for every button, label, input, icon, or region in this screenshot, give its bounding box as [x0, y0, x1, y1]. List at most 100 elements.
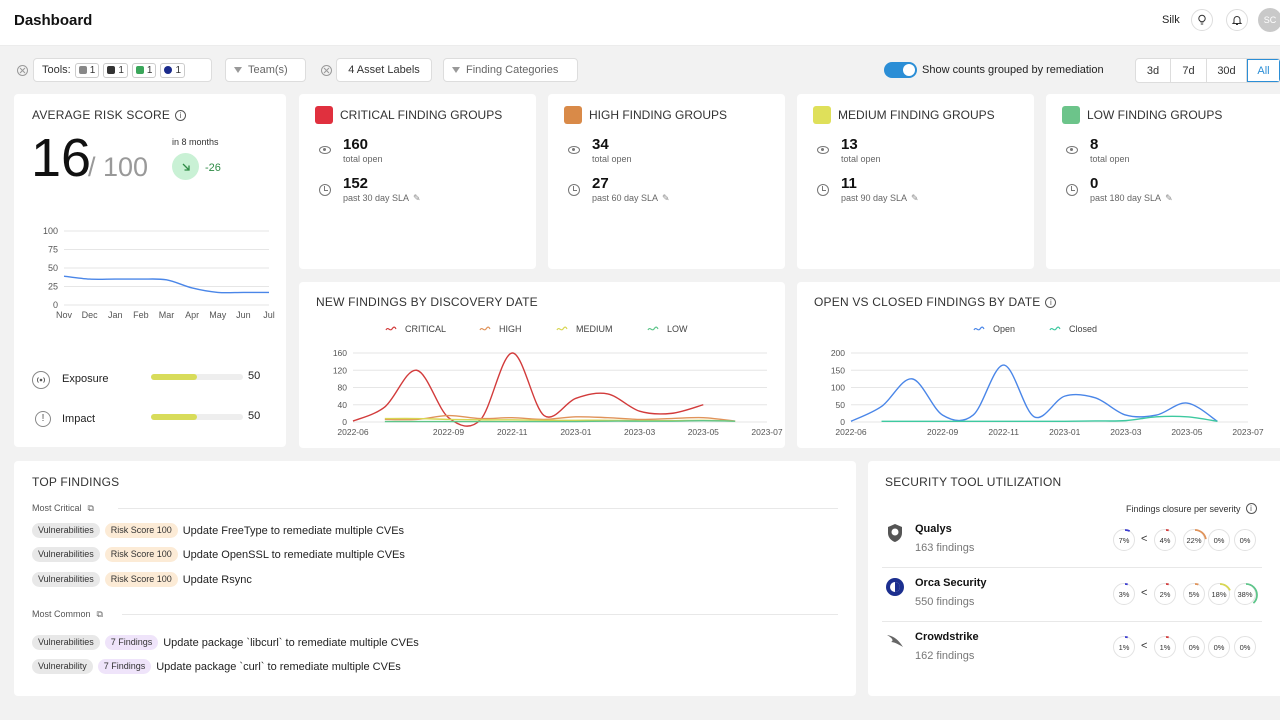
- y-tick-label: 50: [48, 263, 58, 273]
- less-than-symbol: <: [1141, 640, 1148, 652]
- clear-tools-icon[interactable]: [17, 65, 28, 76]
- closure-ring-fill: [1154, 636, 1178, 660]
- closure-rate-label: 1%: [1159, 642, 1171, 652]
- tool-chip-3[interactable]: 1: [131, 62, 157, 78]
- closure-ring-3: 0%: [1208, 529, 1230, 551]
- high-card[interactable]: HIGH FINDING GROUPS 34 total open 27 past …: [548, 94, 785, 269]
- finding-categories-filter[interactable]: Finding Categories: [443, 58, 578, 82]
- most-critical-label[interactable]: Most Critical ⧉: [32, 503, 94, 513]
- series-line-open: [850, 364, 1218, 422]
- open-closed-title: OPEN VS CLOSED FINDINGS BY DATE i: [814, 295, 1057, 309]
- closure-rate-label: 18%: [1211, 589, 1227, 599]
- closure-ring-fill: [1234, 583, 1258, 607]
- finding-text: Update package `curl` to remediate multi…: [156, 660, 401, 673]
- x-tick-label: 2023-07: [1232, 427, 1263, 437]
- divider: [122, 614, 838, 615]
- closure-ring-fill: [1208, 583, 1232, 607]
- legend-open[interactable]: Open: [973, 324, 1015, 334]
- finding-row[interactable]: Vulnerabilities Risk Score 100 Update Op…: [32, 547, 405, 562]
- low-color-swatch: [1062, 106, 1080, 124]
- info-icon[interactable]: i: [1045, 297, 1057, 308]
- count-badge: 7 Findings: [104, 635, 159, 650]
- range-3d[interactable]: 3d: [1136, 59, 1171, 82]
- edit-icon[interactable]: ✎: [413, 193, 421, 203]
- finding-row[interactable]: Vulnerabilities 7 Findings Update packag…: [32, 635, 419, 650]
- medium-card[interactable]: MEDIUM FINDING GROUPS 13 total open 11 pas…: [797, 94, 1034, 269]
- range-7d[interactable]: 7d: [1171, 59, 1207, 82]
- open-closed-card: OPEN VS CLOSED FINDINGS BY DATE i Open Cl…: [797, 282, 1280, 448]
- high-title: HIGH FINDING GROUPS: [589, 108, 728, 122]
- finding-text: Update FreeType to remediate multiple CV…: [182, 524, 405, 537]
- y-tick-label: 75: [48, 245, 58, 255]
- tool-count: 162 findings: [915, 650, 975, 662]
- avatar[interactable]: SC: [1258, 8, 1280, 32]
- external-link-icon[interactable]: ⧉: [96, 609, 103, 619]
- closure-rate-label: 22%: [1186, 535, 1202, 545]
- closure-ring-fill: [1113, 636, 1137, 660]
- y-tick-label: 50: [836, 400, 846, 410]
- legend-medium[interactable]: MEDIUM: [556, 324, 613, 334]
- risk-delta: -26: [205, 162, 221, 174]
- range-all[interactable]: All: [1247, 59, 1280, 82]
- x-tick-label: May: [209, 310, 227, 320]
- tool-chip-2[interactable]: 1: [103, 62, 128, 78]
- finding-row[interactable]: Vulnerabilities Risk Score 100 Update Fr…: [32, 523, 404, 538]
- most-common-label[interactable]: Most Common ⧉: [32, 609, 103, 619]
- x-tick-label: Jun: [236, 310, 251, 320]
- asset-labels-filter[interactable]: 4 Asset Labels: [336, 58, 432, 82]
- finding-row[interactable]: Vulnerabilities Risk Score 100 Update Rs…: [32, 572, 252, 587]
- legend-critical[interactable]: CRITICAL: [385, 324, 446, 334]
- count-badge: 7 Findings: [97, 659, 152, 674]
- top-findings-title: TOP FINDINGS: [32, 475, 120, 489]
- medium-color-swatch: [813, 106, 831, 124]
- closure-ring-1: 4%: [1154, 529, 1178, 553]
- closure-ring-fill: [1113, 529, 1137, 553]
- closure-ring-3: 18%: [1208, 583, 1232, 607]
- y-tick-label: 160: [333, 348, 347, 358]
- external-link-icon[interactable]: ⧉: [87, 503, 94, 513]
- legend-closed[interactable]: Closed: [1049, 324, 1097, 334]
- closure-ring-4: 38%: [1234, 583, 1258, 607]
- range-30d[interactable]: 30d: [1207, 59, 1247, 82]
- closure-ring-0: 1%: [1113, 636, 1137, 660]
- less-than-symbol: <: [1141, 533, 1148, 545]
- y-tick-label: 40: [338, 400, 348, 410]
- bell-icon[interactable]: [1226, 9, 1248, 31]
- tool-chip-1[interactable]: 1: [74, 62, 100, 78]
- info-icon[interactable]: i: [175, 110, 187, 121]
- finding-text: Update package `libcurl` to remediate mu…: [163, 636, 419, 649]
- user-name[interactable]: Silk: [1162, 14, 1180, 26]
- category-tag: Vulnerabilities: [32, 572, 100, 587]
- series-line-closed: [881, 415, 1218, 423]
- closure-ring-arc: [1154, 636, 1178, 660]
- edit-icon[interactable]: ✎: [911, 193, 919, 203]
- impact-bar-fill: [151, 414, 197, 420]
- medium-sla: 11: [841, 175, 857, 192]
- teams-filter[interactable]: Team(s): [225, 58, 306, 82]
- tool-name: Crowdstrike: [915, 631, 979, 643]
- legend-low[interactable]: LOW: [647, 324, 688, 334]
- finding-row[interactable]: Vulnerability 7 Findings Update package …: [32, 659, 401, 674]
- x-tick-label: Mar: [159, 310, 175, 320]
- edit-icon[interactable]: ✎: [1165, 193, 1173, 203]
- clear-asset-labels-icon[interactable]: [321, 65, 332, 76]
- high-sla: 27: [592, 175, 609, 192]
- finding-text: Update Rsync: [182, 573, 252, 586]
- low-card[interactable]: LOW FINDING GROUPS 8 total open 0 past 180…: [1046, 94, 1280, 269]
- x-tick-label: Dec: [82, 310, 99, 320]
- top-bar: Dashboard Silk SC: [0, 0, 1280, 46]
- medium-open: 13: [841, 136, 858, 153]
- x-tick-label: 2023-01: [560, 427, 591, 437]
- crowdstrike-logo-icon: [887, 635, 903, 647]
- lightbulb-icon[interactable]: [1191, 9, 1213, 31]
- legend-high[interactable]: HIGH: [479, 324, 522, 334]
- info-icon[interactable]: i: [1245, 503, 1257, 514]
- critical-card[interactable]: CRITICAL FINDING GROUPS 160 total open 15…: [299, 94, 536, 269]
- tool-name: Qualys: [915, 523, 952, 535]
- y-tick-label: 0: [53, 300, 58, 310]
- group-by-remediation-toggle[interactable]: [884, 62, 917, 78]
- tools-filter[interactable]: Tools: 1 1 1 1: [33, 58, 212, 82]
- closure-ring-arc: [1113, 583, 1137, 607]
- edit-icon[interactable]: ✎: [662, 193, 670, 203]
- tool-chip-4[interactable]: 1: [160, 62, 185, 78]
